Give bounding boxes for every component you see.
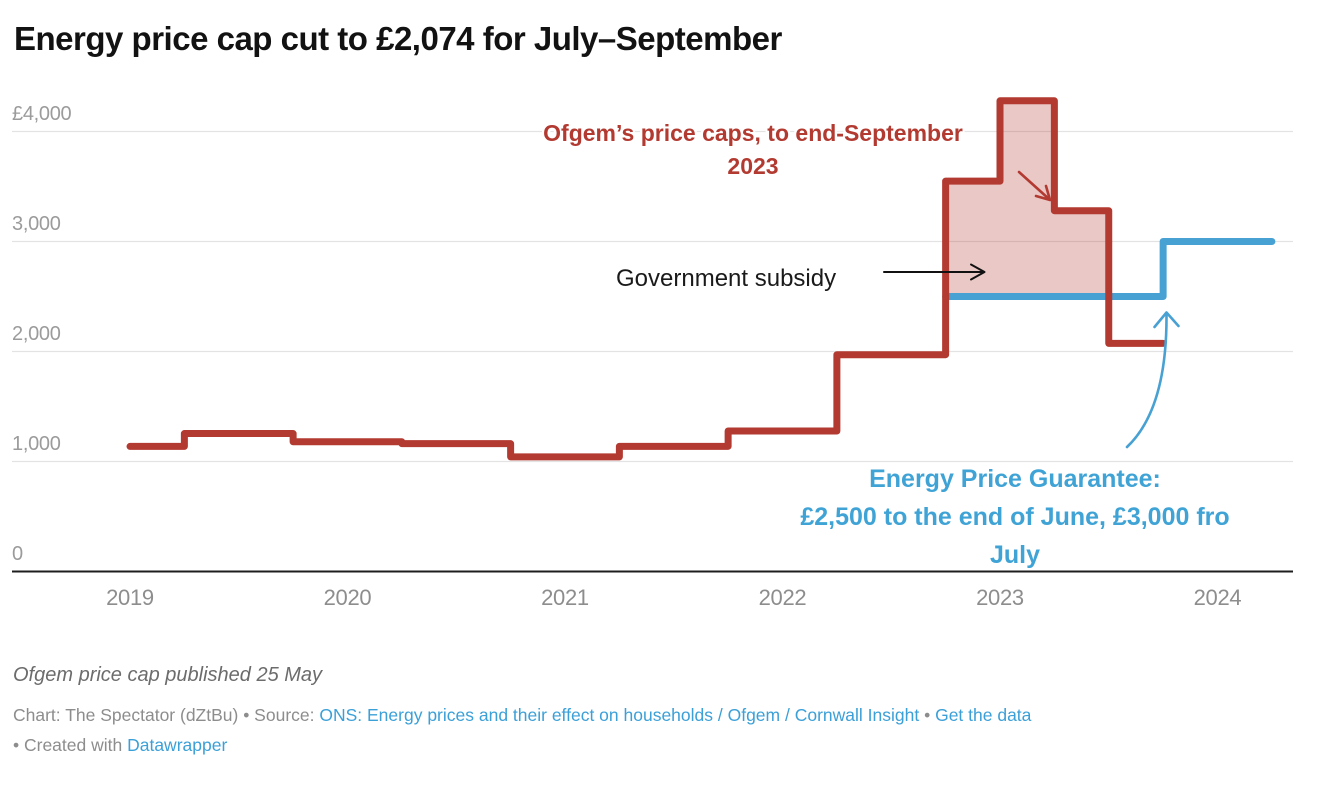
get-data-link[interactable]: Get the data	[935, 705, 1032, 725]
x-tick-label: 2024	[1193, 585, 1242, 610]
red-caps-arrow	[1017, 170, 1052, 202]
credit-separator: •	[919, 705, 936, 725]
annotation-epg-line2: £2,500 to the end of June, £3,000 fro	[800, 503, 1230, 531]
chart-footnote: Ofgem price cap published 25 May	[13, 664, 323, 686]
credits-line1: Chart: The Spectator (dZtBu) • Source: O…	[13, 700, 1305, 730]
annotation-government-subsidy: Government subsidy	[616, 265, 837, 292]
annotation-epg-line3: July	[989, 541, 1041, 569]
credit-prefix: Chart: The Spectator (dZtBu) • Source:	[13, 705, 320, 725]
created-with-label: • Created with	[13, 735, 128, 755]
ofgem-price-cap-line	[126, 97, 1167, 461]
annotation-energy-price-guarantee: Energy Price Guarantee: £2,500 to the en…	[685, 460, 1318, 574]
x-tick-label: 2019	[106, 585, 154, 610]
x-tick-label: 2021	[541, 585, 589, 610]
y-tick-label: 1,000	[12, 432, 61, 455]
x-tick-label: 2020	[323, 585, 372, 610]
gridlines	[12, 130, 1293, 573]
subsidy-arrow	[883, 263, 986, 281]
y-tick-label: 0	[12, 542, 23, 565]
chart-title: Energy price cap cut to £2,074 for July–…	[14, 20, 782, 57]
datawrapper-link[interactable]: Datawrapper	[127, 735, 228, 755]
credits-line2: • Created with Datawrapper	[13, 730, 1305, 760]
energy-price-guarantee-line	[942, 238, 1276, 300]
x-tick-label: 2023	[976, 585, 1024, 610]
y-tick-label: 3,000	[12, 212, 61, 235]
annotation-ofgem-caps-line2: 2023	[727, 153, 779, 179]
x-tick-label: 2022	[758, 585, 807, 610]
annotation-epg-line1: Energy Price Guarantee:	[869, 465, 1161, 493]
y-tick-label: 2,000	[12, 322, 61, 345]
y-tick-label: £4,000	[12, 102, 72, 125]
epg-arrow	[1125, 311, 1180, 449]
subsidy-fill-area	[945, 100, 1109, 297]
annotation-ofgem-caps-line1: Ofgem’s price caps, to end-September	[543, 120, 963, 146]
source-link[interactable]: ONS: Energy prices and their effect on h…	[319, 705, 920, 725]
annotation-ofgem-caps: Ofgem’s price caps, to end-September 202…	[413, 117, 1093, 183]
